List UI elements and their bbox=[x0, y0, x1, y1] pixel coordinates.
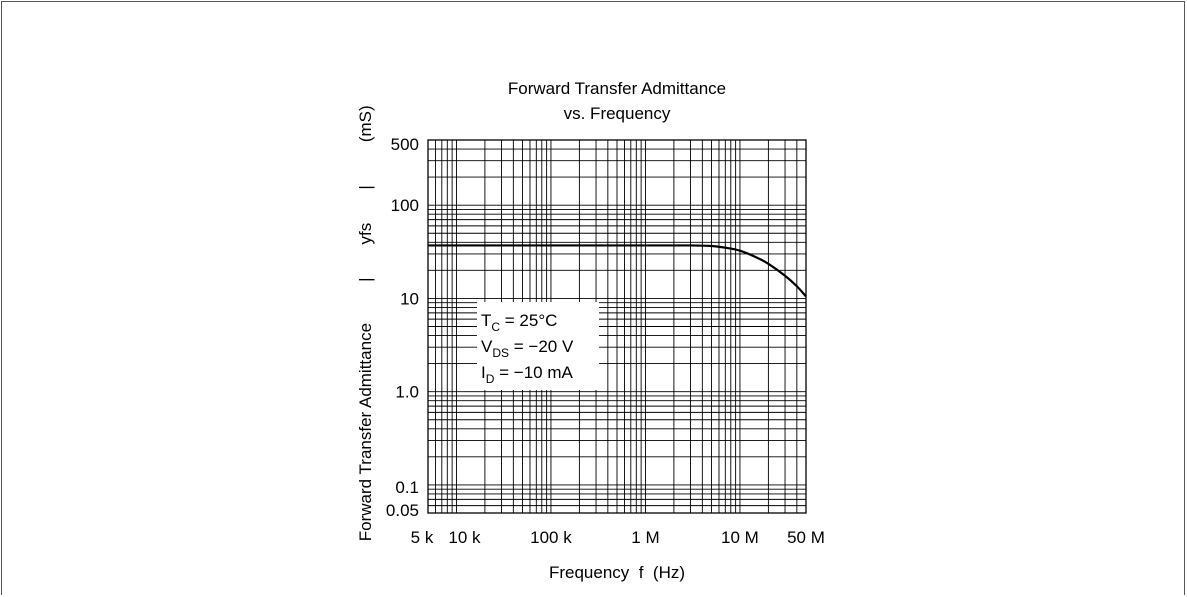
condition-subscript: D bbox=[486, 372, 495, 386]
y-tick-label: 1.0 bbox=[395, 383, 419, 402]
condition-line: ID = −10 mA bbox=[481, 363, 574, 386]
curve-layer bbox=[428, 244, 807, 298]
chart-title-line2: vs. Frequency bbox=[564, 104, 671, 123]
y-tick-label: 0.1 bbox=[395, 478, 419, 497]
y-axis-label-main: Forward Transfer Admittance bbox=[356, 323, 375, 541]
condition-value: = −20 V bbox=[509, 337, 574, 356]
condition-value: = 25°C bbox=[500, 311, 557, 330]
y-axis-label: Forward Transfer Admittance | yfs | (mS) bbox=[356, 82, 375, 575]
x-tick-label: 10 M bbox=[721, 528, 759, 547]
y-axis-label-bar-left: | bbox=[356, 277, 375, 281]
conditions-box bbox=[477, 302, 599, 390]
condition-symbol: V bbox=[481, 337, 493, 356]
y-tick-label: 10 bbox=[400, 289, 419, 308]
condition-symbol: T bbox=[481, 311, 491, 330]
condition-value: = −10 mA bbox=[494, 363, 573, 382]
chart-title-line1: Forward Transfer Admittance bbox=[508, 79, 726, 98]
y-tick-label: 500 bbox=[391, 135, 419, 154]
y-tick-label: 100 bbox=[391, 196, 419, 215]
y-axis-label-unit: (mS) bbox=[356, 105, 375, 142]
condition-symbol: I bbox=[481, 363, 486, 382]
series-line-yfs bbox=[428, 244, 807, 298]
x-tick-label: 1 M bbox=[631, 528, 659, 547]
y-tick-label: 0.05 bbox=[386, 501, 419, 520]
tick-labels: 5 k 10 k 100 k 1 M 10 M 50 M 0.05 0.1 1.0 10 100 50… bbox=[386, 135, 825, 547]
plot-border bbox=[427, 139, 807, 514]
x-axis-label: Frequency f (Hz) bbox=[549, 563, 685, 582]
x-tick-label: 50 M bbox=[787, 528, 825, 547]
y-axis-label-symbol: yfs bbox=[356, 223, 375, 245]
x-tick-label: 100 k bbox=[530, 528, 572, 547]
condition-line: VDS = −20 V bbox=[481, 337, 574, 360]
x-tick-label: 10 k bbox=[448, 528, 481, 547]
condition-line: TC = 25°C bbox=[481, 311, 557, 334]
y-axis-label-bar-right: | bbox=[356, 185, 375, 189]
x-tick-label: 5 k bbox=[411, 528, 434, 547]
condition-subscript: DS bbox=[492, 346, 509, 360]
grid-major bbox=[427, 139, 807, 514]
condition-subscript: C bbox=[491, 320, 500, 334]
annotation-layer: TC = 25°C VDS = −20 V ID = −10 mA bbox=[477, 302, 599, 390]
svg-text:Forward Transfer Admittance: Forward Transfer Admittance | yfs | (mS) bbox=[356, 82, 375, 575]
